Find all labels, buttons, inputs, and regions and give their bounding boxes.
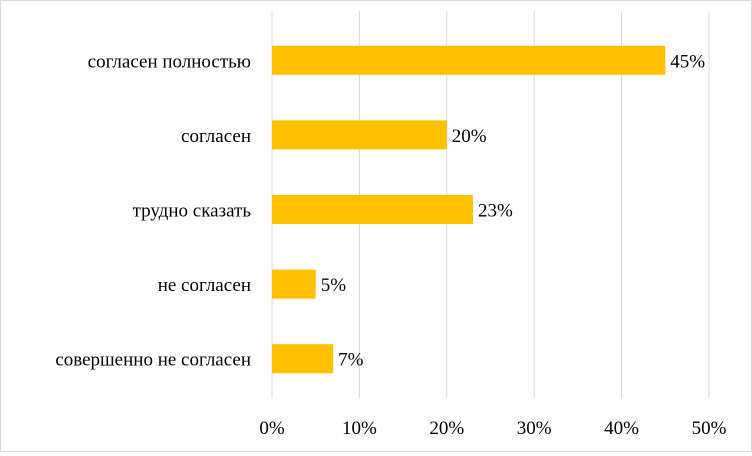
value-label: 23%: [478, 201, 513, 222]
x-tick-labels: 0% 10% 20% 30% 40% 50%: [259, 418, 726, 439]
category-label: совершенно не согласен: [55, 350, 251, 371]
x-tick-label: 50%: [692, 418, 727, 439]
x-tick-label: 40%: [604, 418, 639, 439]
bars: [272, 45, 666, 374]
value-label: 20%: [452, 126, 487, 147]
bar: [272, 344, 334, 374]
bar: [272, 120, 447, 150]
bar: [272, 269, 316, 299]
x-tick-label: 30%: [517, 418, 552, 439]
value-label: 45%: [670, 51, 705, 72]
bar: [272, 195, 474, 224]
value-label: 5%: [321, 275, 347, 296]
category-label: не согласен: [158, 275, 251, 296]
category-labels: согласен полностью согласен трудно сказать…: [55, 51, 251, 370]
x-tick-label: 10%: [342, 418, 377, 439]
category-label: согласен полностью: [88, 51, 251, 72]
bar: [272, 45, 666, 75]
category-label: согласен: [181, 126, 251, 147]
x-tick-label: 20%: [429, 418, 464, 439]
category-label: трудно сказать: [133, 201, 252, 222]
value-label: 7%: [338, 350, 364, 371]
value-labels: 45% 20% 23% 5% 7%: [321, 51, 706, 370]
x-tick-label: 0%: [259, 418, 285, 439]
